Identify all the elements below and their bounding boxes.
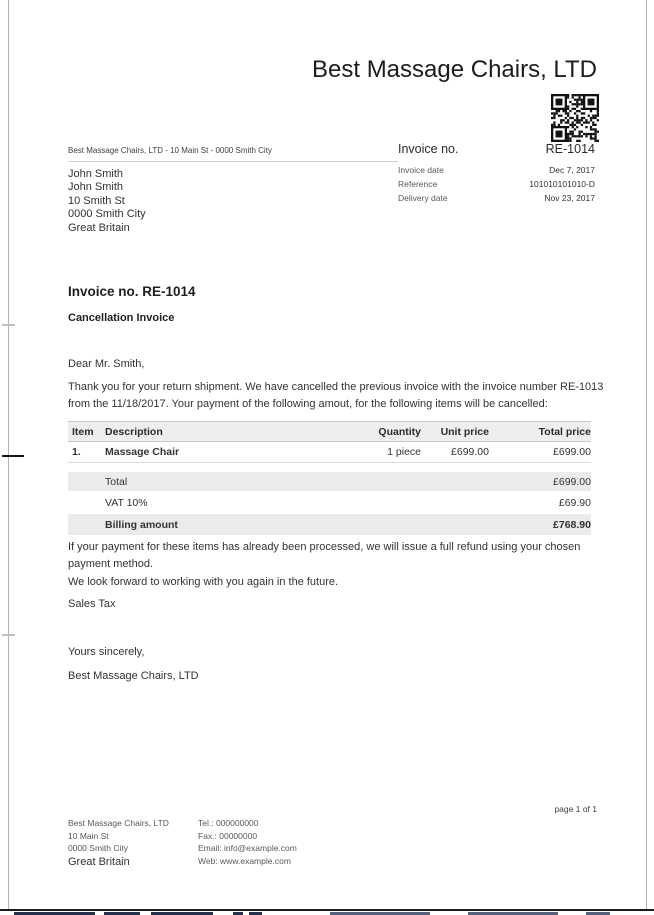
header-cell-quantity: Quantity [378,425,421,438]
document-subheading: Cancellation Invoice [68,312,175,324]
invoice-meta: Invoice no. RE-1014 Invoice date Dec 7, … [398,142,595,205]
footer-country: Great Britain [68,855,130,868]
cell-item: 1. [72,446,81,458]
invoice-no-label: Invoice no. [398,142,459,156]
intro-paragraph: Thank you for your return shipment. We h… [68,381,604,410]
footer-contact-line: Web: www.example.com [198,855,291,866]
table-row: 1. Massage Chair 1 piece £699.00 £699.00 [68,442,591,463]
footer-contact-line: Tel.: 000000000 [198,818,259,828]
qr-code-icon [551,94,599,142]
company-title: Best Massage Chairs, LTD [312,56,597,83]
meta-row: Invoice date Dec 7, 2017 [398,163,595,177]
fold-mark-center [2,455,24,457]
totals-value: £768.90 [553,518,591,531]
meta-label: Invoice date [398,165,444,175]
bottom-clipped-row [104,912,140,915]
bottom-clipped-row [249,912,262,915]
cell-unit-price: £699.00 [451,446,489,458]
totals-row-vat: VAT 10% £69.90 [68,493,591,512]
refund-paragraph: If your payment for these items has alre… [68,541,581,570]
meta-row: Delivery date Nov 23, 2017 [398,191,595,205]
meta-value: Dec 7, 2017 [549,165,595,175]
recipient-line: John Smith [68,168,124,180]
footer-address: Best Massage Chairs, LTD 10 Main St 0000… [68,817,169,868]
cell-total-price: £699.00 [553,446,591,458]
totals-section: Total £699.00 VAT 10% £69.90 Billing amo… [68,472,591,535]
tax-note: Sales Tax [68,598,116,610]
salutation: Dear Mr. Smith, [68,358,145,370]
meta-value: Nov 23, 2017 [544,193,595,203]
footer-contact: Tel.: 000000000 Fax.: 00000000 Email: in… [198,817,297,867]
totals-value: £69.90 [558,496,591,509]
meta-row: Reference 101010101010-D [398,177,595,191]
bottom-clipped-row [586,912,610,915]
bottom-clipped-row [151,912,213,915]
recipient-address: John Smith John Smith 10 Smith St 0000 S… [68,168,146,235]
document-heading: Invoice no. RE-1014 [68,284,196,299]
meta-label: Delivery date [398,193,448,203]
bottom-clipped-row [233,912,243,915]
header-cell-item: Item [72,425,94,438]
meta-value: 101010101010-D [529,179,595,189]
fold-mark-top [2,324,15,326]
footer-contact-line: Email: info@example.com [198,843,297,853]
recipient-line: John Smith [68,181,124,194]
cell-quantity: 1 piece [387,446,421,458]
bottom-clipped-row [468,912,558,915]
meta-label: Reference [398,179,438,189]
footer-contact-line: Fax.: 00000000 [198,830,258,841]
invoice-no-value: RE-1014 [545,142,595,156]
header-cell-unit-price: Unit price [440,425,489,438]
totals-label: VAT 10% [105,496,148,509]
cell-description: Massage Chair [105,446,180,458]
page-indicator: page 1 of 1 [554,804,597,814]
signature-company: Best Massage Chairs, LTD [68,670,199,682]
footer-address-line: 0000 Smith City [68,843,128,853]
closing: Yours sincerely, [68,646,145,658]
line-items-table: Item Description Quantity Unit price Tot… [68,421,591,537]
totals-label: Billing amount [105,518,178,531]
totals-row-billing-amount: Billing amount £768.90 [68,514,591,535]
invoice-number-row: Invoice no. RE-1014 [398,142,595,156]
totals-label: Total [105,475,128,488]
recipient-line: 10 Smith St [68,194,125,207]
totals-row-total: Total £699.00 [68,472,591,491]
header-cell-description: Description [105,425,163,438]
recipient-line: 0000 Smith City [68,208,146,221]
page-bottom-border [0,909,654,911]
totals-value: £699.00 [553,475,591,488]
table-header-row: Item Description Quantity Unit price Tot… [68,421,591,442]
footer-address-line: Best Massage Chairs, LTD [68,818,169,828]
footer-address-line: 10 Main St [68,830,109,841]
bottom-clipped-row [330,912,430,915]
recipient-line: Great Britain [68,221,130,234]
header-cell-total-price: Total price [538,425,591,438]
sender-line: Best Massage Chairs, LTD - 10 Main St - … [68,146,398,162]
bottom-clipped-row [14,912,95,915]
fold-mark-bottom [2,634,15,636]
farewell-paragraph: We look forward to working with you agai… [68,576,339,588]
